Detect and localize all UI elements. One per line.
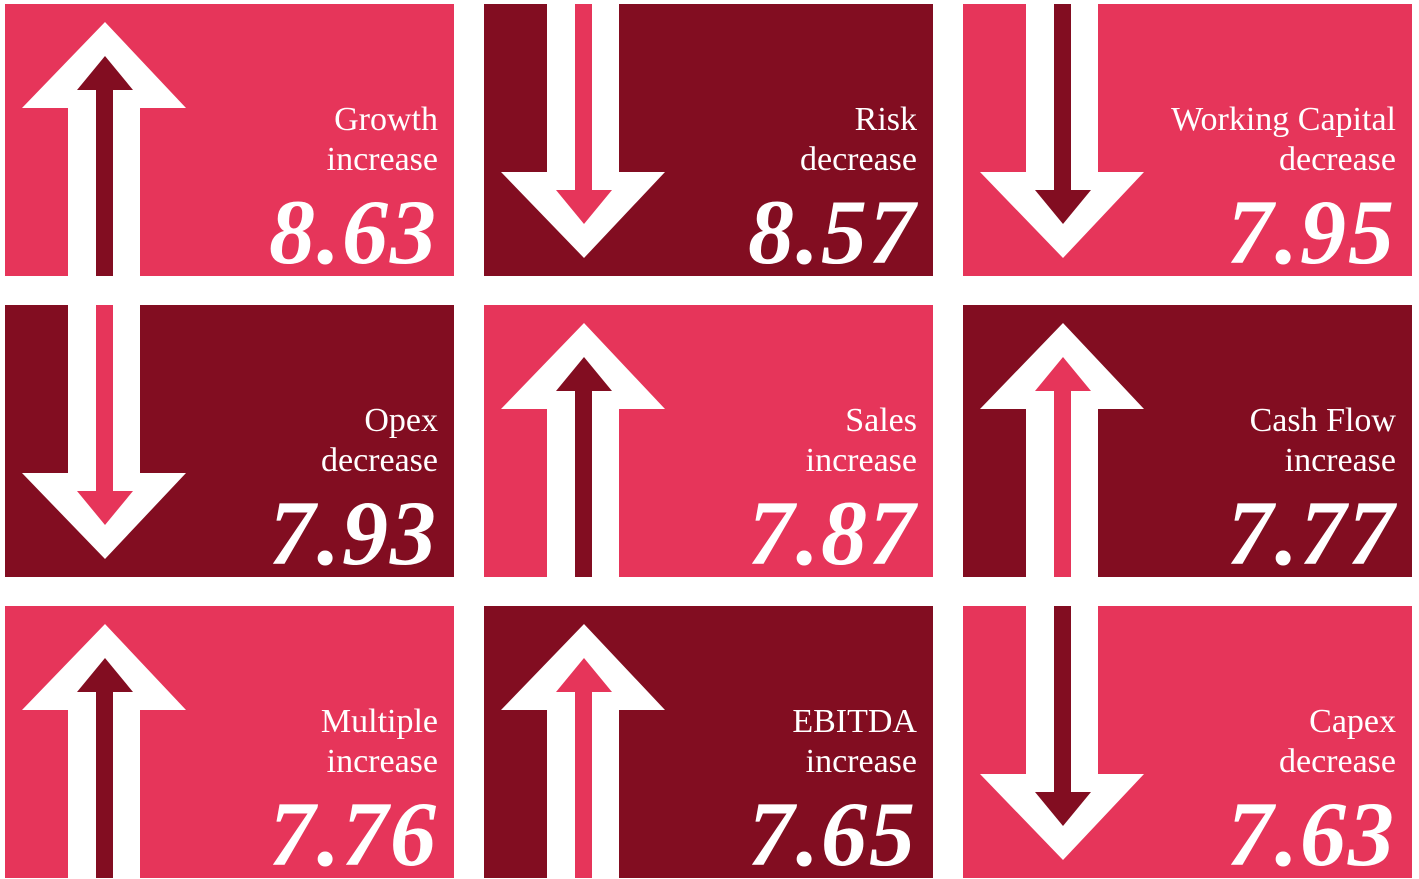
- tile: Cash Flow increase 7.77: [963, 305, 1412, 577]
- tile-label: Sales: [845, 402, 917, 439]
- tile-label: Multiple: [320, 703, 438, 740]
- tile-change: increase: [805, 743, 917, 780]
- tile-value: 8.63: [269, 181, 438, 276]
- arrow: [980, 323, 1144, 577]
- arrow: [22, 22, 186, 276]
- tile-value: 7.77: [1227, 482, 1396, 577]
- arrow: [22, 305, 186, 559]
- arrow: [22, 624, 186, 878]
- arrow-core: [1035, 606, 1091, 826]
- tile-change: decrease: [1278, 743, 1396, 780]
- tile-label: EBITDA: [792, 703, 917, 740]
- arrow: [980, 606, 1144, 860]
- tile-value: 7.76: [269, 783, 438, 878]
- tile-change: increase: [805, 442, 917, 479]
- tile-label: Growth: [334, 101, 438, 138]
- arrow-core: [556, 357, 612, 577]
- tile-change: increase: [326, 141, 438, 178]
- tile-value: 7.63: [1227, 783, 1396, 878]
- tile-label: Cash Flow: [1249, 402, 1396, 439]
- arrow-core: [1035, 357, 1091, 577]
- tile-change: decrease: [320, 442, 438, 479]
- tile-change: increase: [326, 743, 438, 780]
- arrow-core: [77, 56, 133, 276]
- arrow: [501, 323, 665, 577]
- tile: Growth increase 8.63: [5, 4, 454, 276]
- arrow: [501, 4, 665, 258]
- tile: Working Capital decrease 7.95: [963, 4, 1412, 276]
- tile-label: Opex: [364, 402, 438, 439]
- tile-label: Capex: [1309, 703, 1396, 740]
- tile-change: decrease: [799, 141, 917, 178]
- arrow: [980, 4, 1144, 258]
- arrow-core: [556, 4, 612, 224]
- arrow-core: [77, 305, 133, 525]
- tile-value: 7.65: [748, 783, 917, 878]
- tile-value: 7.87: [748, 482, 917, 577]
- arrow-core: [556, 658, 612, 878]
- tile-change: decrease: [1278, 141, 1396, 178]
- tile-label: Risk: [854, 101, 917, 138]
- tile-value: 7.95: [1227, 181, 1396, 276]
- tile: Sales increase 7.87: [484, 305, 933, 577]
- tile: Multiple increase 7.76: [5, 606, 454, 878]
- tile: EBITDA increase 7.65: [484, 606, 933, 878]
- arrow-core: [1035, 4, 1091, 224]
- tile-label: Working Capital: [1171, 101, 1396, 138]
- tile-value: 8.57: [748, 181, 917, 276]
- tile: Capex decrease 7.63: [963, 606, 1412, 878]
- tile: Risk decrease 8.57: [484, 4, 933, 276]
- arrow: [501, 624, 665, 878]
- tile: Opex decrease 7.93: [5, 305, 454, 577]
- tile-change: increase: [1284, 442, 1396, 479]
- tile-value: 7.93: [269, 482, 438, 577]
- arrow-core: [77, 658, 133, 878]
